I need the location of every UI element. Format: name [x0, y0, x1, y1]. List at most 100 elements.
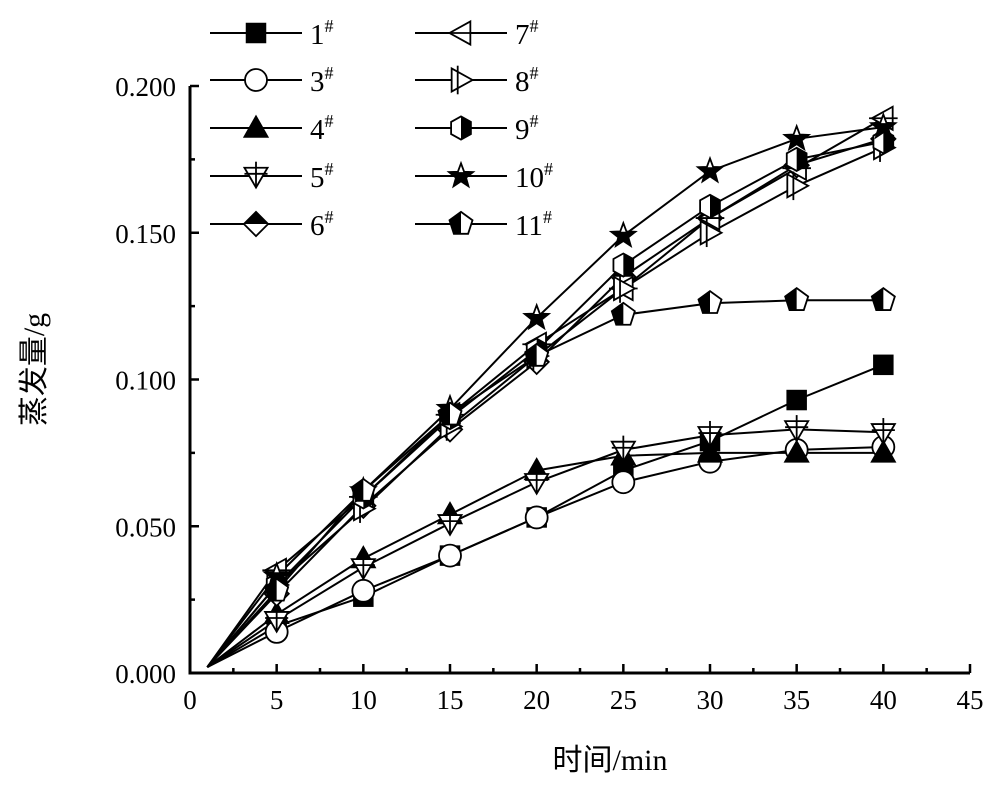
data-point-1: [786, 389, 807, 411]
legend-marker: [242, 114, 270, 138]
star-fill: [524, 313, 549, 329]
data-point-8: [699, 218, 724, 248]
legend-label-number: 3: [310, 66, 325, 98]
legend-item-11: 11#: [415, 207, 552, 242]
y-tick-label: 0.100: [115, 366, 176, 396]
legend-label-sup: #: [325, 16, 334, 36]
data-point-5: [610, 435, 637, 464]
x-ticks: 0 5 10 15 20 25 30 35 40 45: [183, 664, 984, 715]
series-line-5: [206, 428, 884, 668]
circle-marker: [438, 543, 462, 568]
hexagon-fill: [461, 116, 471, 140]
legend-label-sup: #: [530, 111, 539, 131]
legend-label: 7#: [515, 16, 539, 51]
legend-label-number: 7: [515, 19, 530, 51]
square-marker: [245, 22, 267, 44]
x-axis-title: 时间/min: [552, 744, 667, 777]
legend-marker: [242, 210, 270, 238]
legend-label-number: 8: [515, 66, 530, 98]
triangle-up-marker: [696, 439, 724, 463]
legend-label-sup: #: [325, 207, 334, 227]
legend-item-9: 9#: [415, 111, 539, 146]
star-fill: [784, 134, 809, 150]
pentagon-fill: [785, 288, 797, 311]
data-point-11: [697, 289, 723, 314]
star-fill: [611, 231, 636, 246]
data-point-5: [263, 605, 290, 634]
legend-label-sup: #: [325, 159, 334, 179]
star-fill: [448, 172, 474, 187]
data-point-4: [696, 439, 724, 463]
pentagon-fill: [351, 478, 364, 501]
legend-label-sup: #: [530, 63, 539, 83]
x-tick-label: 0: [183, 685, 197, 715]
legend-item-5: 5#: [210, 159, 334, 194]
data-point-11: [350, 477, 376, 502]
y-tick-label: 0.000: [115, 659, 176, 689]
data-point-10: [782, 123, 812, 152]
legend-item-4: 4#: [210, 111, 334, 146]
data-point-10: [868, 111, 898, 140]
data-point-11: [524, 342, 550, 367]
x-tick-label: 10: [350, 685, 377, 715]
series-line-7: [206, 117, 884, 668]
data-point-5: [783, 415, 810, 443]
data-point-11: [610, 301, 636, 326]
legend-item-1: 1#: [210, 16, 334, 51]
legend-label-number: 6: [310, 210, 325, 242]
data-point-5: [696, 420, 724, 449]
pentagon-fill: [698, 291, 710, 313]
legend-marker: [242, 161, 270, 190]
legend-marker: [244, 68, 268, 92]
data-point-11: [264, 577, 290, 602]
data-point-3: [524, 505, 549, 530]
triangle-up-marker: [783, 439, 810, 463]
square-marker: [873, 354, 894, 376]
hexagon-fill: [623, 253, 634, 277]
legend-label-number: 10: [515, 162, 544, 194]
star-fill: [871, 123, 896, 138]
legend-item-10: 10#: [415, 159, 553, 194]
legend-label-sup: #: [544, 159, 553, 179]
legend-marker: [446, 19, 476, 47]
legend-label-sup: #: [325, 63, 334, 83]
legend-item-3: 3#: [210, 63, 334, 98]
hexagon-fill: [710, 194, 720, 218]
legend-label: 9#: [515, 111, 539, 146]
data-point-9: [612, 252, 635, 278]
pentagon-fill: [525, 343, 537, 366]
data-point-11: [870, 287, 896, 311]
diamond-fill: [243, 211, 269, 224]
legend-item-6: 6#: [210, 207, 334, 242]
triangle-up-marker: [242, 114, 270, 138]
legend-label: 3#: [310, 63, 334, 98]
legend-item-8: 8#: [415, 63, 539, 98]
x-tick-label: 25: [610, 685, 637, 715]
pentagon-fill: [265, 578, 277, 601]
legend-marker: [450, 115, 472, 141]
x-tick-label: 45: [957, 685, 984, 715]
x-tick-label: 5: [270, 685, 284, 715]
data-point-4: [783, 439, 810, 463]
series-lines: [206, 117, 884, 668]
legend-marker: [450, 65, 475, 95]
legend-label-sup: #: [543, 207, 552, 227]
data-point-5: [350, 553, 377, 581]
triangle-right-marker: [450, 66, 475, 94]
data-point-3: [611, 470, 636, 495]
legend-label: 8#: [515, 63, 539, 98]
data-point-10: [522, 302, 552, 331]
y-axis-title: 蒸发量/g: [18, 313, 51, 426]
legend-label: 1#: [310, 16, 334, 51]
x-tick-label: 40: [870, 685, 897, 715]
x-tick-label: 15: [437, 685, 464, 715]
y-tick-label: 0.200: [115, 72, 176, 102]
circle-marker: [351, 578, 376, 603]
triangle-up-marker: [870, 439, 897, 463]
data-point-9: [785, 146, 808, 172]
legend-label: 6#: [310, 207, 334, 242]
y-ticks: 0.000 0.050 0.100 0.150 0.200: [115, 72, 199, 689]
data-point-9: [699, 193, 721, 219]
data-point-3: [438, 543, 462, 568]
